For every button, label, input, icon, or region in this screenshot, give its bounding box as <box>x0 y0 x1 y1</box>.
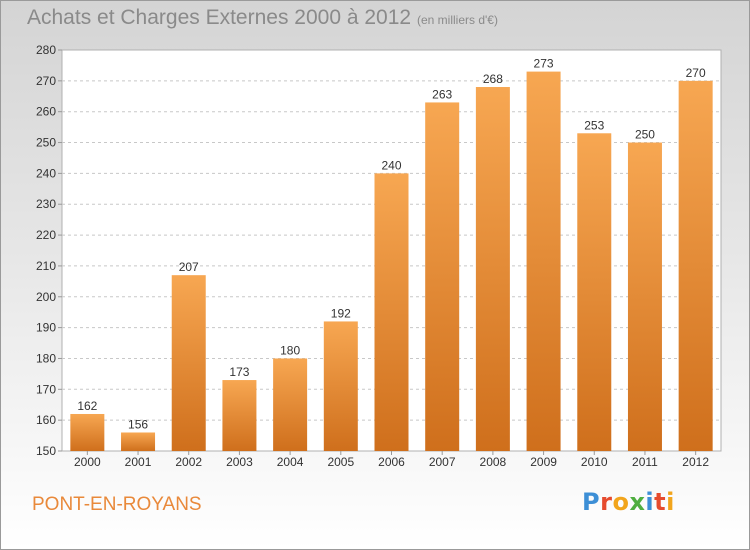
logo-letter: r <box>600 488 613 516</box>
data-label-2004: 180 <box>280 343 300 357</box>
x-tick-label-2012: 2012 <box>682 455 709 469</box>
bar-2012 <box>678 80 713 451</box>
y-tick-label: 150 <box>36 444 56 458</box>
x-tick-label-2010: 2010 <box>581 455 608 469</box>
x-tick-label-2008: 2008 <box>480 455 507 469</box>
bar-2011 <box>627 142 662 452</box>
data-label-2010: 253 <box>584 118 604 132</box>
bar-2010 <box>577 133 612 452</box>
y-tick-label: 200 <box>36 290 56 304</box>
data-label-2003: 173 <box>229 365 249 379</box>
bar-2009 <box>526 71 561 451</box>
x-axis: 2000 2001 2002 2003 2004 2005 2006 2007 2008 2009… <box>74 451 709 469</box>
data-label-2006: 240 <box>381 158 401 172</box>
bar-2008 <box>475 87 510 451</box>
logo-letter: t <box>654 488 667 516</box>
y-tick-label: 230 <box>36 197 56 211</box>
chart-title: Achats et Charges Externes 2000 à 2012 <box>27 6 412 29</box>
logo-letter: P <box>582 488 601 516</box>
data-label-2011: 250 <box>635 128 655 142</box>
x-tick-label-2001: 2001 <box>125 455 152 469</box>
bar-2000 <box>70 413 105 451</box>
data-label-2007: 263 <box>432 87 452 101</box>
logo-letter: x <box>629 488 646 516</box>
data-label-2005: 192 <box>331 306 351 320</box>
x-tick-label-2000: 2000 <box>74 455 101 469</box>
data-labels: 162 156 207 173 180 192 240 263 268 273 253 250 270 <box>77 57 706 432</box>
bar-2005 <box>323 321 358 451</box>
logo-letter: i <box>666 488 675 516</box>
bar-2004 <box>273 358 308 451</box>
bar-2003 <box>222 380 257 451</box>
y-tick-label: 250 <box>36 136 56 150</box>
proxiti-logo[interactable]: Proxiti <box>582 488 675 516</box>
y-tick-label: 170 <box>36 382 56 396</box>
y-tick-label: 210 <box>36 259 56 273</box>
y-tick-label: 260 <box>36 105 56 119</box>
data-label-2012: 270 <box>686 66 706 80</box>
x-tick-label-2011: 2011 <box>632 455 658 469</box>
y-tick-label: 160 <box>36 413 56 427</box>
x-tick-label-2003: 2003 <box>226 455 253 469</box>
y-tick-label: 220 <box>36 228 56 242</box>
y-tick-label: 240 <box>36 166 56 180</box>
x-tick-label-2004: 2004 <box>277 455 304 469</box>
data-label-2000: 162 <box>77 399 97 413</box>
x-tick-label-2006: 2006 <box>378 455 405 469</box>
bar-2006 <box>374 173 409 451</box>
x-tick-label-2005: 2005 <box>327 455 354 469</box>
x-tick-label-2009: 2009 <box>530 455 557 469</box>
data-label-2008: 268 <box>483 72 503 86</box>
x-tick-label-2007: 2007 <box>429 455 456 469</box>
bar-2001 <box>121 432 156 451</box>
logo-letter: o <box>612 488 630 516</box>
y-tick-label: 270 <box>36 74 56 88</box>
y-tick-label: 280 <box>36 43 56 57</box>
bar-series <box>70 71 713 452</box>
data-label-2002: 207 <box>179 260 199 274</box>
chart-subtitle: (en milliers d'€) <box>417 13 498 27</box>
bar-2007 <box>425 102 460 451</box>
city-name: PONT-EN-ROYANS <box>32 494 202 515</box>
data-label-2009: 273 <box>534 57 554 71</box>
data-label-2001: 156 <box>128 417 148 431</box>
bar-2002 <box>171 275 206 451</box>
x-tick-label-2002: 2002 <box>175 455 202 469</box>
y-tick-label: 180 <box>36 351 56 365</box>
y-tick-label: 190 <box>36 321 56 335</box>
y-axis: 150 160 170 180 190 200 210 220 230 240 250 260 270 2… <box>36 43 62 458</box>
logo-letter: i <box>645 488 655 516</box>
